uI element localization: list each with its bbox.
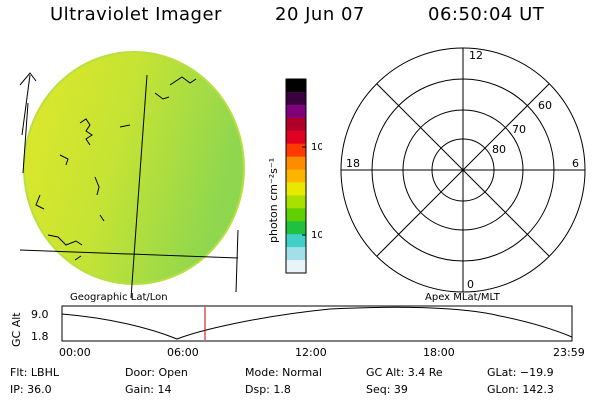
colorbar-tick-10: 10 — [311, 230, 322, 241]
status-seq: Seq: 39 — [366, 383, 408, 396]
status-gc-alt: GC Alt: 3.4 Re — [366, 366, 443, 379]
colorbar-swatch — [286, 221, 306, 235]
status-glat: GLat: −19.9 — [487, 366, 554, 379]
colorbar-swatch — [286, 260, 306, 274]
timeline-xtick-1800: 18:00 — [423, 346, 455, 359]
altitude-curve — [61, 306, 573, 340]
geographic-image-panel — [19, 51, 245, 299]
colorbar-swatch — [286, 208, 306, 222]
timeline-xtick-1200: 12:00 — [295, 346, 327, 359]
colorbar-swatch — [286, 91, 306, 106]
colorbar-swatch — [286, 143, 306, 158]
intensity-colorbar: 100 10 photon cm⁻²s⁻¹ — [267, 78, 322, 274]
colorbar-swatch — [286, 104, 306, 119]
status-glon: GLon: 142.3 — [487, 383, 554, 396]
polar-mlt-plot: 12 18 6 0 60 70 80 — [340, 47, 586, 293]
colorbar-unit-label: photon cm⁻²s⁻¹ — [267, 158, 280, 243]
geographic-panel-label: Geographic Lat/Lon — [70, 292, 168, 303]
mlt-label-18: 18 — [346, 157, 360, 170]
image-time: 06:50:04 UT — [428, 4, 545, 25]
colorbar-swatch — [286, 195, 306, 209]
colorbar-swatch — [286, 130, 306, 145]
mlat-label-80: 80 — [492, 143, 506, 156]
timeline-ylabel: GC Alt — [10, 312, 23, 347]
status-door: Door: Open — [125, 366, 188, 379]
status-filter: Flt: LBHL — [10, 366, 59, 379]
colorbar-swatch — [286, 169, 306, 183]
apex-panel-label: Apex MLat/MLT — [425, 292, 500, 303]
orbit-altitude-timeline: GC Alt 9.0 1.8 — [10, 305, 573, 347]
mlt-label-6: 6 — [572, 157, 579, 170]
colorbar-swatch — [286, 117, 306, 132]
geo-grid-lines — [19, 74, 239, 299]
status-gain: Gain: 14 — [125, 383, 172, 396]
colorbar-swatch — [286, 156, 306, 171]
status-mode: Mode: Normal — [245, 366, 322, 379]
colorbar-swatch — [286, 79, 306, 93]
timeline-xtick-2359: 23:59 — [553, 346, 585, 359]
app-title: Ultraviolet Imager — [50, 4, 222, 25]
image-date: 20 Jun 07 — [275, 4, 365, 25]
timeline-ytick-1-8: 1.8 — [31, 330, 49, 343]
timeline-xtick-0000: 00:00 — [59, 346, 91, 359]
status-ip: IP: 36.0 — [10, 383, 52, 396]
colorbar-swatch — [286, 247, 306, 261]
mlt-label-12: 12 — [469, 49, 483, 62]
colorbar-swatch — [286, 234, 306, 248]
mlat-label-60: 60 — [538, 99, 552, 112]
colorbar-swatch — [286, 182, 306, 196]
colorbar-tick-100: 100 — [311, 142, 322, 153]
mlt-label-0: 0 — [467, 278, 474, 291]
mlat-label-70: 70 — [512, 123, 526, 136]
timeline-ytick-9: 9.0 — [31, 308, 49, 321]
status-dsp: Dsp: 1.8 — [245, 383, 291, 396]
timeline-xtick-0600: 06:00 — [167, 346, 199, 359]
coastline-outlines — [19, 72, 197, 261]
